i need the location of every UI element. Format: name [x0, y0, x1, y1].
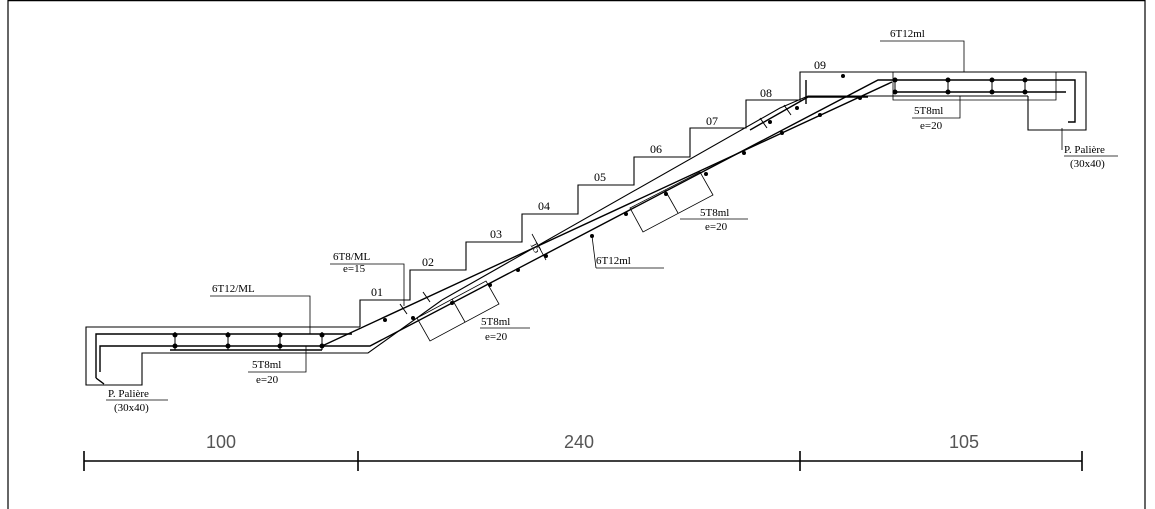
- rebar-annotations: 6T12/ML 6T8/ML e=15 5T8ml e=20 5T8ml e=2…: [212, 28, 943, 386]
- dimension-landing-right: 105: [949, 432, 979, 452]
- label-dist-left: 5T8ml: [252, 359, 281, 371]
- rebar-flight-top: [321, 81, 893, 347]
- concrete-outline: [85, 71, 1087, 386]
- label-stirrup-flight: 6T8/ML: [333, 251, 371, 263]
- step-number: 06: [650, 142, 662, 156]
- label-beam-left: P. Palière: [108, 388, 149, 400]
- label-dist-right: 5T8ml: [914, 105, 943, 117]
- dimension-line: [83, 451, 1083, 471]
- step-number: 05: [594, 170, 606, 184]
- step-number: 09: [814, 58, 826, 72]
- detail-box-low: [416, 280, 500, 342]
- label-dist-flight-high: 5T8ml: [700, 207, 729, 219]
- label-rebar-top-left: 6T12/ML: [212, 283, 255, 295]
- dimension-flight: 240: [564, 432, 594, 452]
- label-beam-left-size: (30x40): [114, 402, 149, 414]
- rebars: [95, 79, 1076, 385]
- detail-boxes: [416, 71, 1057, 342]
- dimension-landing-left: 100: [206, 432, 236, 452]
- label-stirrup-spacing: e=15: [343, 263, 366, 275]
- label-thickness: 15: [527, 240, 543, 256]
- step-number: 07: [706, 114, 718, 128]
- left-landing-distribution: [172, 332, 325, 350]
- step-number: 03: [490, 227, 502, 241]
- detail-box-right: [892, 71, 1057, 101]
- rebar-left-landing-top: [95, 333, 352, 378]
- leader-lines: [106, 40, 1118, 401]
- step-number: 01: [371, 285, 383, 299]
- dimension-values: 100 240 105: [206, 432, 979, 452]
- flight-distribution-dots: [383, 74, 862, 322]
- step-number: 04: [538, 199, 550, 213]
- step-number: 08: [760, 86, 772, 100]
- label-beam-right: P. Palière: [1064, 144, 1105, 156]
- label-dist-flight-high-spacing: e=20: [705, 221, 728, 233]
- rebar-left-hook: [95, 377, 105, 385]
- label-dist-flight-low: 5T8ml: [481, 316, 510, 328]
- label-beam-right-size: (30x40): [1070, 158, 1105, 170]
- label-dist-right-spacing: e=20: [920, 120, 943, 132]
- label-rebar-flight: 6T12ml: [596, 255, 631, 267]
- step-numbers: 01 02 03 04 05 06 07 08 09: [371, 58, 826, 299]
- rebar-upper-anchor: [749, 96, 868, 131]
- flight-stirrup-ticks: [399, 104, 792, 315]
- label-rebar-top-right: 6T12ml: [890, 28, 925, 40]
- step-number: 02: [422, 255, 434, 269]
- detail-box-high: [629, 171, 714, 233]
- label-dist-flight-low-spacing: e=20: [485, 331, 508, 343]
- rebar-main-bottom: [99, 79, 1076, 372]
- label-dist-left-spacing: e=20: [256, 374, 279, 386]
- beam-labels: P. Palière (30x40) P. Palière (30x40): [108, 144, 1105, 414]
